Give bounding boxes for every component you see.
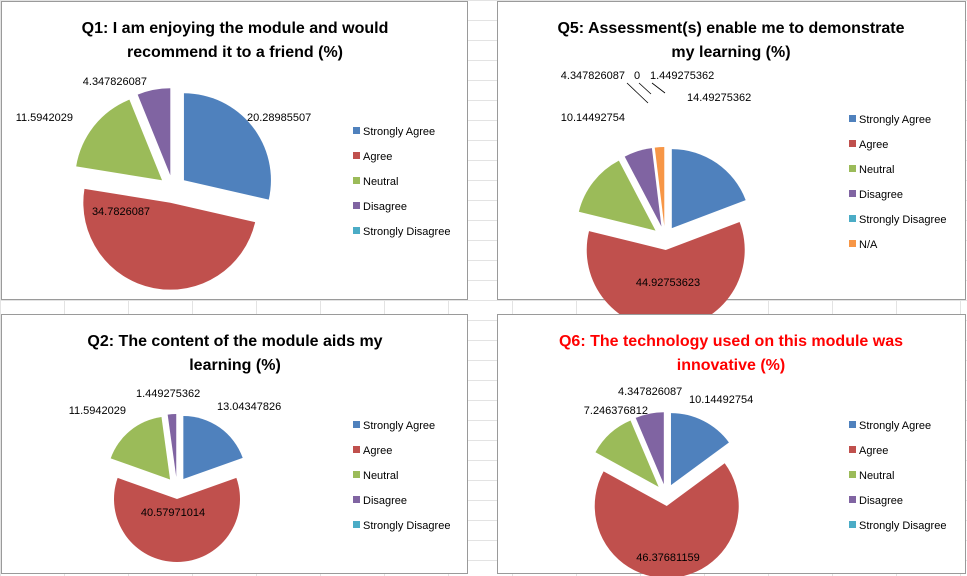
chart-panel-q1: Q1: I am enjoying the module and would re… <box>1 1 468 300</box>
data-label-n-a: 1.449275362 <box>650 70 714 82</box>
legend-swatch-agree <box>353 446 360 453</box>
legend-swatch-strongly-disagree <box>353 521 360 528</box>
data-label-disagree: 4.347826087 <box>618 386 682 398</box>
legend-entry-neutral: Neutral <box>363 176 398 188</box>
legend-entry-disagree: Disagree <box>363 201 407 213</box>
pie-slice-disagree <box>167 414 177 478</box>
legend-swatch-neutral <box>353 177 360 184</box>
pie-slice-disagree <box>635 412 664 485</box>
legend-entry-strongly-disagree: Strongly Disagree <box>363 226 450 238</box>
pie-chart-q6: Q6: The technology used on this module w… <box>559 333 946 576</box>
pie-slice-disagree <box>137 88 171 176</box>
legend-entry-agree: Agree <box>363 151 392 163</box>
pie-slice-agree <box>586 221 745 329</box>
data-label-agree: 46.37681159 <box>636 552 699 564</box>
pie-slice-strongly-agree <box>671 149 746 229</box>
data-label-disagree: 1.449275362 <box>136 388 200 400</box>
legend-entry-neutral: Neutral <box>859 164 894 176</box>
data-label-neutral: 10.14492754 <box>561 112 625 124</box>
pie-slice-strongly-agree <box>183 93 271 200</box>
chart-panel-q5: Q5: Assessment(s) enable me to demonstra… <box>497 1 966 329</box>
pie-slice-agree <box>594 463 739 576</box>
legend-swatch-agree <box>849 446 856 453</box>
chart-title-line: Q5: Assessment(s) enable me to demonstra… <box>557 20 904 37</box>
legend-swatch-neutral <box>849 165 856 172</box>
data-label-strongly-agree: 13.04347826 <box>217 401 281 413</box>
legend-swatch-disagree <box>353 202 360 209</box>
legend-entry-agree: Agree <box>859 139 888 151</box>
pie-slice-neutral <box>578 160 656 231</box>
chart-title-line: recommend it to a friend (%) <box>127 44 343 61</box>
data-label-strongly-agree: 10.14492754 <box>689 394 753 406</box>
data-label-neutral: 7.246376812 <box>584 405 648 417</box>
legend-entry-neutral: Neutral <box>363 470 398 482</box>
legend-entry-disagree: Disagree <box>859 495 903 507</box>
chart-panel-q6: Q6: The technology used on this module w… <box>497 314 966 576</box>
legend-entry-strongly-agree: Strongly Agree <box>859 114 931 126</box>
pie-slice-neutral <box>110 417 171 480</box>
chart-title-line: Q2: The content of the module aids my <box>87 333 382 350</box>
legend-swatch-neutral <box>849 471 856 478</box>
legend-entry-strongly-agree: Strongly Agree <box>859 420 931 432</box>
legend-swatch-strongly-disagree <box>849 215 856 222</box>
leader-line <box>626 82 649 104</box>
leader-line <box>651 82 666 94</box>
pie-slice-neutral <box>76 99 163 181</box>
data-label-strongly-agree: 20.28985507 <box>247 112 311 124</box>
legend-swatch-strongly-disagree <box>849 521 856 528</box>
legend-entry-strongly-disagree: Strongly Disagree <box>859 520 946 532</box>
data-label-agree: 34.7826087 <box>92 206 150 218</box>
legend-entry-disagree: Disagree <box>859 189 903 201</box>
chart-panel-q2: Q2: The content of the module aids my lea… <box>1 314 468 574</box>
legend-swatch-strongly-agree <box>849 115 856 122</box>
legend-swatch-strongly-agree <box>353 127 360 134</box>
legend-swatch-strongly-agree <box>849 421 856 428</box>
data-label-disagree: 4.347826087 <box>83 76 147 88</box>
chart-title-line: my learning (%) <box>671 44 790 61</box>
legend-swatch-agree <box>353 152 360 159</box>
pie-chart-q2: Q2: The content of the module aids my lea… <box>69 333 450 563</box>
data-label-agree: 40.57971014 <box>141 507 205 519</box>
data-label-disagree: 4.347826087 <box>561 70 625 82</box>
legend-swatch-disagree <box>353 496 360 503</box>
legend-entry-strongly-agree: Strongly Agree <box>363 126 435 138</box>
pie-slice-agree <box>83 188 256 290</box>
legend-swatch-agree <box>849 140 856 147</box>
data-label-agree: 44.92753623 <box>636 277 700 289</box>
legend-entry-strongly-agree: Strongly Agree <box>363 420 435 432</box>
legend-entry-neutral: Neutral <box>859 470 894 482</box>
chart-title-line: Q1: I am enjoying the module and would <box>82 20 389 37</box>
data-label-strongly-disagree: 0 <box>634 70 640 82</box>
legend-swatch-strongly-disagree <box>353 227 360 234</box>
leader-line <box>638 82 652 95</box>
legend-entry-agree: Agree <box>859 445 888 457</box>
chart-title-line: Q6: The technology used on this module w… <box>559 333 903 350</box>
legend-entry-strongly-disagree: Strongly Disagree <box>859 214 946 226</box>
pie-slice-disagree <box>624 148 662 227</box>
pie-slice-neutral <box>595 420 659 487</box>
pie-slice-agree <box>114 477 240 563</box>
data-label-strongly-agree: 14.49275362 <box>687 92 751 104</box>
legend-swatch-strongly-agree <box>353 421 360 428</box>
data-label-neutral: 11.5942029 <box>69 405 126 417</box>
legend-swatch-n-a <box>849 240 856 247</box>
pie-chart-q1: Q1: I am enjoying the module and would re… <box>16 20 450 290</box>
data-label-neutral: 11.5942029 <box>16 112 73 124</box>
legend-entry-n-a: N/A <box>859 239 878 251</box>
legend-entry-strongly-disagree: Strongly Disagree <box>363 520 450 532</box>
pie-chart-q5: Q5: Assessment(s) enable me to demonstra… <box>557 20 946 329</box>
pie-slice-n-a <box>654 147 665 227</box>
pie-slice-strongly-agree <box>670 413 729 486</box>
legend-swatch-neutral <box>353 471 360 478</box>
legend-swatch-disagree <box>849 496 856 503</box>
chart-title-line: innovative (%) <box>677 357 785 374</box>
legend-entry-agree: Agree <box>363 445 392 457</box>
legend-swatch-disagree <box>849 190 856 197</box>
chart-title-line: learning (%) <box>189 357 281 374</box>
pie-slice-strongly-agree <box>183 416 243 480</box>
legend-entry-disagree: Disagree <box>363 495 407 507</box>
